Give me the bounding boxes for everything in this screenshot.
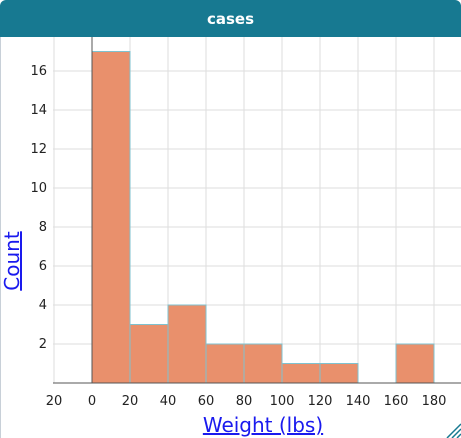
y-axis-title[interactable]: Count — [1, 231, 24, 291]
x-tick-label: 0 — [88, 394, 96, 409]
histogram-bar[interactable] — [167, 304, 207, 384]
x-tick-label: 180 — [422, 394, 447, 409]
histogram-bar[interactable] — [91, 51, 131, 384]
x-tick-label: 80 — [236, 394, 253, 409]
graph-plot-area[interactable]: 2 4 6 8 10 12 14 16 20 0 20 40 60 80 100 120 140 160 180 2… — [0, 37, 461, 438]
y-tick-label: 4 — [39, 298, 47, 313]
window-titlebar[interactable]: cases — [0, 0, 461, 37]
x-axis-ticks: 200204060801001201401601802 — [46, 394, 447, 409]
y-tick-label: 12 — [30, 142, 47, 157]
histogram-bar[interactable] — [205, 343, 245, 384]
histogram-bar[interactable] — [395, 343, 435, 384]
histogram-bar[interactable] — [243, 343, 283, 384]
histogram-bar[interactable] — [281, 363, 321, 384]
x-tick-label: 120 — [308, 394, 333, 409]
x-tick-label: 140 — [346, 394, 371, 409]
x-tick-label: 160 — [384, 394, 409, 409]
x-tick-label: 20 — [46, 394, 63, 409]
histogram-bars[interactable] — [91, 51, 435, 384]
histogram-bar[interactable] — [319, 363, 359, 384]
y-tick-label: 16 — [30, 64, 47, 79]
x-tick-label: 40 — [160, 394, 177, 409]
y-tick-label: 6 — [39, 259, 47, 274]
y-tick-label: 2 — [39, 337, 47, 352]
histogram-bar[interactable] — [129, 324, 169, 384]
window-title: cases — [206, 9, 255, 28]
resize-handle-icon[interactable] — [443, 420, 461, 438]
histogram-chart[interactable]: 2 4 6 8 10 12 14 16 20 0 20 40 60 80 100 120 140 160 180 2… — [1, 37, 461, 438]
axes — [53, 37, 461, 384]
x-tick-label: 60 — [198, 394, 215, 409]
y-tick-label: 10 — [30, 181, 47, 196]
x-tick-label: 100 — [270, 394, 295, 409]
y-axis-ticks: 2 4 6 8 10 12 14 16 — [30, 64, 47, 352]
x-axis-title[interactable]: Weight (lbs) — [203, 413, 323, 437]
y-tick-label: 14 — [30, 103, 47, 118]
x-tick-label: 20 — [122, 394, 139, 409]
y-tick-label: 8 — [39, 220, 47, 235]
